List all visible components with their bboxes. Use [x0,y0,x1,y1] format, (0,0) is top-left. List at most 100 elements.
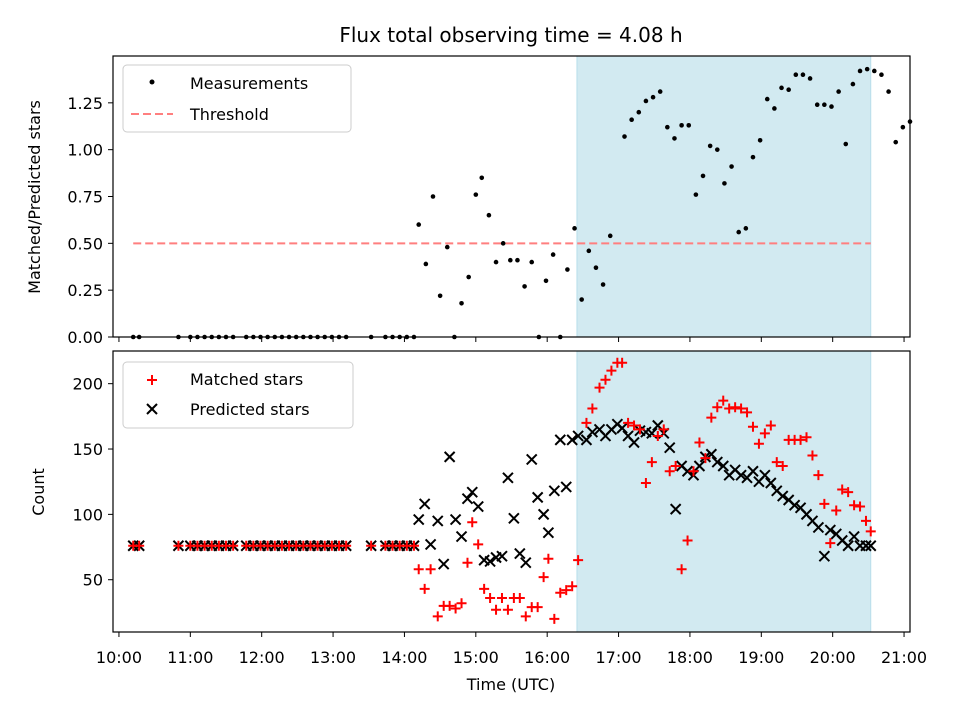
measurement-point [714,147,720,152]
predicted-star-point [531,491,544,504]
measurement-point [493,259,499,265]
predicted-star-point [664,442,676,454]
matched-star-point [736,403,747,414]
bottom-legend-box [122,361,354,429]
matched-star-point [765,420,776,431]
matched-star-point [747,421,758,432]
matched-star-point [341,540,352,551]
measurement-point [850,81,856,87]
measurement-point [679,123,684,128]
bottom-y-ticks: 50 100 150 200 [72,375,113,590]
matched-star-point [664,466,675,477]
measurement-point [700,173,706,179]
predicted-star-point [526,453,538,466]
matched-star-point [652,430,663,441]
predicted-star-point [765,477,777,489]
measurement-point [636,109,642,115]
predicted-star-point [572,430,584,442]
measurement-point [729,164,734,169]
measurement-point [629,117,634,122]
measurement-point [500,241,506,246]
count-panel: 50 100 150 200 10:00 11:00 12:00 13:00 14:00 15:… [29,350,927,694]
matched-star-point [646,457,657,468]
predicted-star-point [586,426,599,438]
matched-star-point [843,487,854,498]
matched-star-point [432,611,443,622]
matched-star-point [807,450,818,461]
measurement-point [800,72,806,78]
matched-star-markers [128,357,876,624]
predicted-star-point [824,524,837,536]
x-tick-label: 11:00 [167,648,213,667]
measurement-point [586,248,592,254]
matched-star-point [491,604,502,615]
measurement-point [486,212,492,218]
measurement-point [508,257,513,263]
matched-star-point [467,517,478,528]
legend-measurement-marker [149,79,155,85]
matched-star-point [825,538,836,549]
top-y-ticks: 0.00 0.25 0.50 0.75 1.00 1.25 [67,94,113,347]
matched-star-point [581,417,592,428]
bottom-y-tick-label: 150 [72,440,103,459]
x-tick-label: 12:00 [239,648,285,667]
matched-star-point [718,395,729,406]
measurement-point [807,76,813,81]
top-y-tick-label: 0.00 [67,328,103,347]
predicted-star-point [461,492,474,505]
predicted-star-point [788,499,801,511]
predicted-star-point [616,422,628,434]
bottom-y-tick-label: 200 [72,375,103,394]
measurement-point [572,226,577,231]
predicted-star-point [514,547,526,560]
matched-star-point [413,564,424,575]
top-y-tick-label: 1.00 [67,141,103,160]
predicted-star-point [812,521,825,534]
measurement-point [466,274,471,280]
matched-star-point [538,572,549,583]
measurement-point [822,102,827,108]
top-legend: Measurements Threshold [122,64,352,133]
predicted-star-point [502,472,514,484]
predicted-star-point [437,558,450,570]
matched-star-point [366,540,377,551]
matched-star-point [670,461,681,472]
predicted-star-point [413,513,425,526]
matched-star-point [228,540,239,551]
matched-star-point [688,466,699,477]
matched-star-point [606,365,617,376]
matched-star-point [479,583,490,594]
predicted-star-point [496,550,508,562]
predicted-star-point [848,530,860,543]
measurement-point [707,143,713,149]
predicted-star-point [580,434,593,446]
matched-star-point [408,540,419,551]
measurement-point [786,87,791,93]
matched-star-point [532,602,543,613]
measurement-point [814,102,820,108]
predicted-star-point [747,465,759,477]
top-y-tick-label: 0.50 [67,234,103,253]
predicted-star-point [693,460,706,472]
matched-star-point [496,593,507,604]
matched-star-point [724,403,735,414]
x-tick-label: 15:00 [453,648,499,667]
predicted-star-point [449,513,462,526]
measurement-point [672,136,677,141]
matched-star-point [831,505,842,516]
top-legend-box [122,64,352,133]
matched-star-point [813,470,824,481]
measurement-point [900,124,906,130]
measurement-point [772,106,777,111]
x-tick-label: 20:00 [810,648,856,667]
predicted-star-point [432,515,444,527]
measurement-point [693,192,699,197]
matched-star-point [555,587,566,598]
matched-star-point [742,407,753,418]
measurement-point [529,259,535,265]
matched-star-point [561,585,572,596]
matched-star-point [456,598,467,609]
x-tick-label: 17:00 [596,648,642,667]
predicted-star-point [860,540,872,552]
measurement-point [722,181,727,186]
